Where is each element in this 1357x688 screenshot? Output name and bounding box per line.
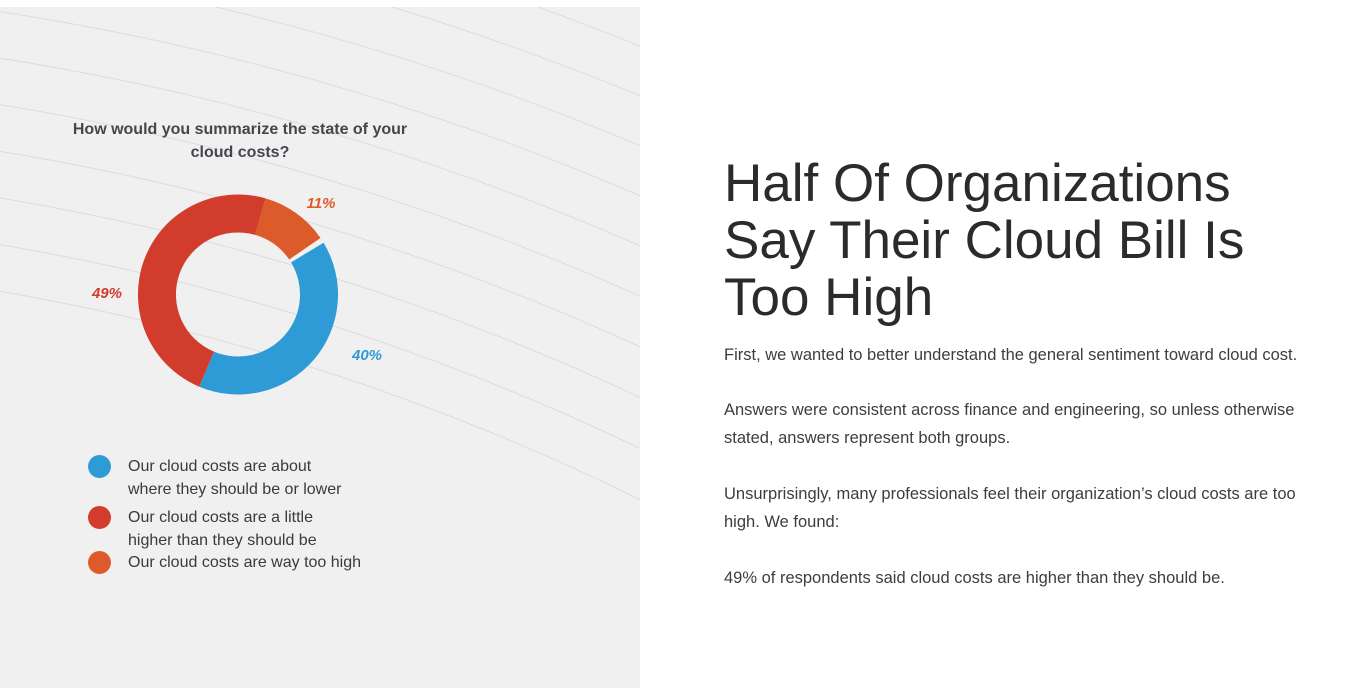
svg-text:11%: 11% <box>307 195 336 212</box>
svg-text:40%: 40% <box>351 347 382 364</box>
svg-text:49%: 49% <box>91 285 122 302</box>
